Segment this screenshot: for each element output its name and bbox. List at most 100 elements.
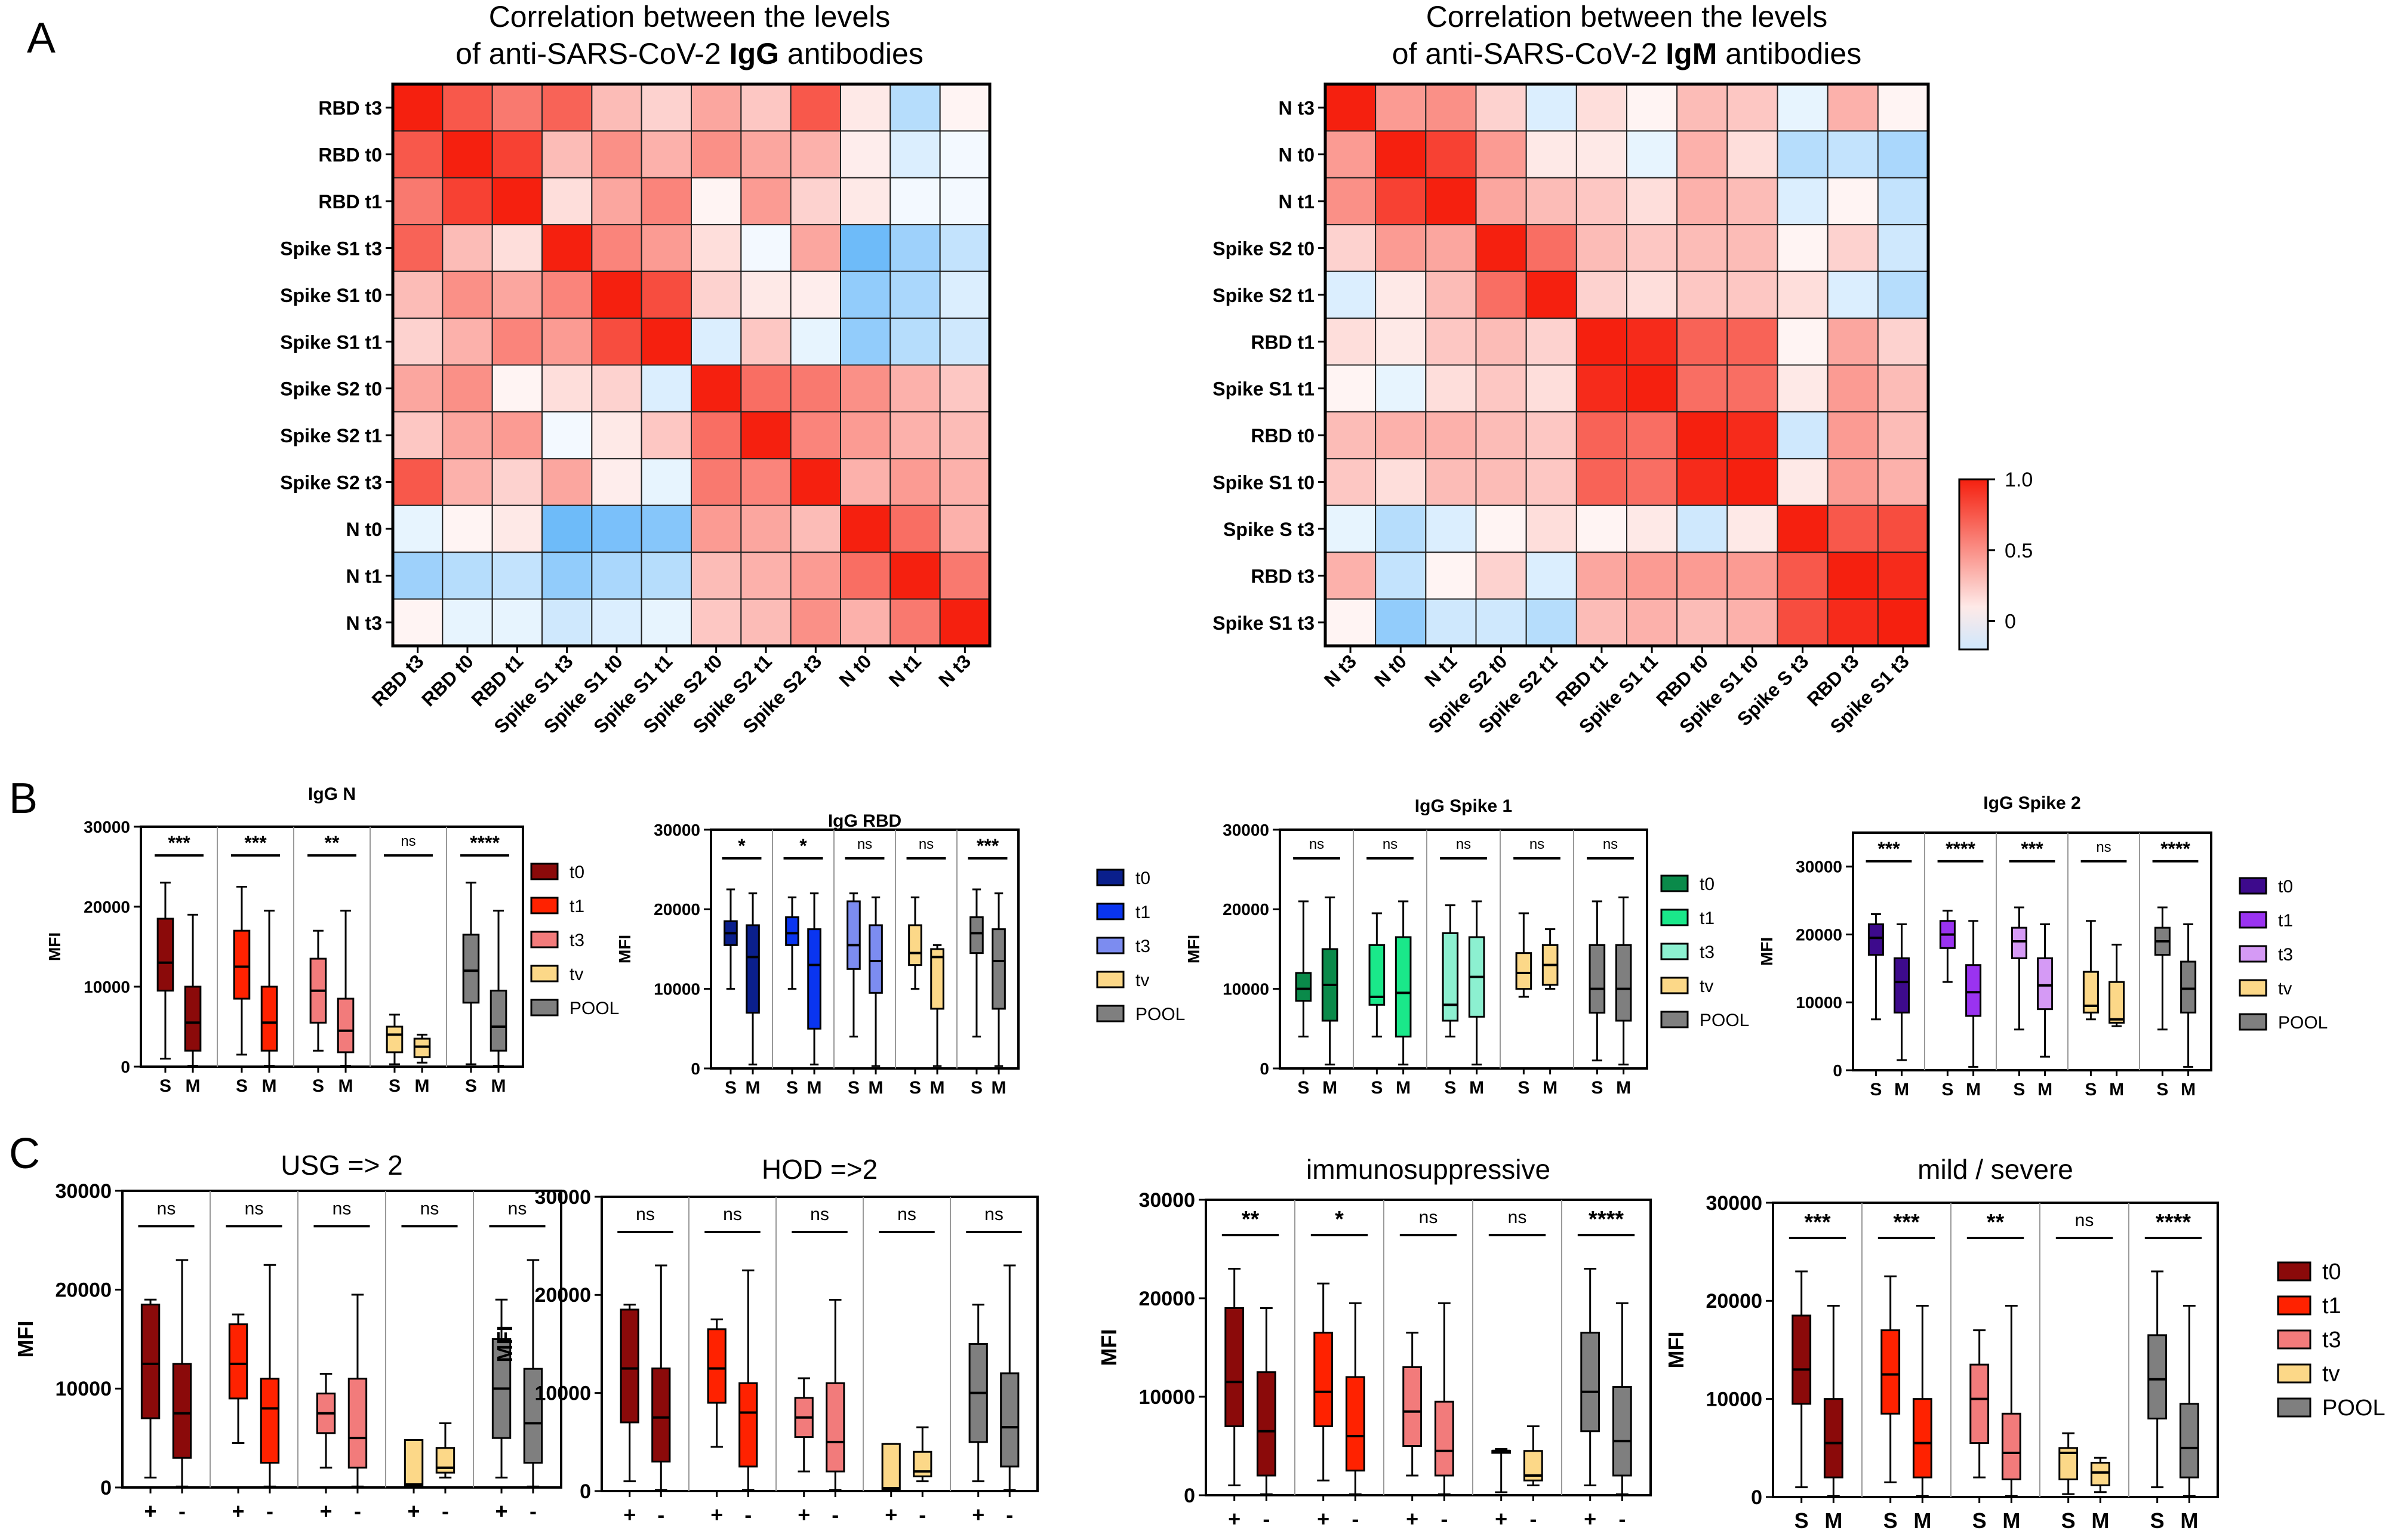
heatmap-cell [541, 504, 593, 553]
heatmap-cell [1877, 411, 1929, 460]
box-iqr [404, 1439, 424, 1487]
heatmap-cell [1777, 552, 1829, 600]
boxplot-xtick-label: + [1317, 1507, 1329, 1531]
heatmap-cell [1375, 364, 1427, 412]
heatmap-cell [1475, 598, 1527, 646]
heatmap-cell [491, 177, 543, 226]
heatmap-cell [1425, 458, 1477, 506]
boxplot-frame [1205, 1199, 1652, 1496]
heatmap-cell [691, 224, 742, 272]
heatmap-cell [840, 552, 891, 600]
heatmap-cell [740, 318, 792, 366]
heatmap-A2: Correlation between the levels of anti-SA… [1212, 0, 2033, 738]
heatmap-cell [1777, 130, 1829, 178]
boxplot-ytick-label: 0 [100, 1477, 112, 1499]
box-iqr [1615, 944, 1632, 1022]
heatmap-cell [1827, 504, 1879, 553]
boxplot-ytick-label: 0 [1751, 1486, 1762, 1509]
heatmap-cell [392, 84, 444, 132]
heatmap-cell [740, 177, 792, 226]
box-iqr [184, 985, 202, 1052]
heatmap-cell [1425, 598, 1477, 646]
boxplot-ylabel: MFI [493, 1326, 517, 1363]
heatmap-cell [840, 504, 891, 553]
legend-swatch [530, 965, 559, 982]
heatmap-cell [1375, 84, 1427, 132]
legend-label: tv [1700, 977, 1713, 996]
heatmap-cell [1575, 552, 1627, 600]
legend-swatch [1660, 1011, 1689, 1028]
boxplot-xtick-label: S [971, 1078, 983, 1098]
heatmap-cell [939, 552, 990, 600]
box-iqr [156, 917, 174, 992]
legend-swatch [1096, 868, 1125, 886]
boxplot-ylabel: MFI [1664, 1332, 1688, 1369]
boxplot-ytick-label: 30000 [84, 818, 130, 836]
significance-label: ns [857, 836, 872, 852]
heatmap-cell [1525, 177, 1577, 226]
box-iqr [462, 934, 480, 1004]
panel-label-a: A [27, 14, 56, 62]
heatmap-row-label: Spike S2 t3 [280, 472, 382, 494]
heatmap-cell [641, 504, 692, 553]
heatmap-cell [1777, 177, 1829, 226]
box-iqr [1965, 964, 1982, 1017]
heatmap-cell [641, 411, 692, 460]
heatmap-cell [1626, 224, 1678, 272]
significance-label: ns [1603, 836, 1618, 852]
boxplot-xtick-label: - [266, 1499, 273, 1523]
heatmap-cell [790, 552, 841, 600]
boxplot-xtick-label: M [1469, 1078, 1484, 1098]
heatmap-cell [1425, 552, 1477, 600]
box-iqr [807, 928, 821, 1030]
heatmap-cell [1525, 224, 1577, 272]
heatmap-cell [392, 552, 444, 600]
boxplot-ytick-label: 30000 [1796, 858, 1842, 876]
box-iqr [172, 1363, 192, 1459]
boxplot-xtick-label: M [186, 1076, 201, 1096]
legend-swatch [2277, 1397, 2311, 1418]
heatmap-cell [1626, 318, 1678, 366]
significance-label: ns [245, 1199, 264, 1218]
heatmap-cell [1626, 458, 1678, 506]
box-iqr [347, 1378, 368, 1469]
box-iqr [1523, 1450, 1543, 1482]
heatmap-cell [1877, 177, 1929, 226]
significance-label: * [799, 835, 807, 857]
heatmap-cell [392, 364, 444, 412]
heatmap-cell [442, 504, 493, 553]
heatmap-cell [1626, 552, 1678, 600]
heatmap-cell [740, 130, 792, 178]
heatmap-cell [1375, 130, 1427, 178]
heatmap-cell [1325, 130, 1377, 178]
heatmap-cell [1375, 270, 1427, 319]
heatmap-cell [491, 130, 543, 178]
legend-swatch [530, 931, 559, 948]
heatmap-cell [840, 270, 891, 319]
legend-label: tv [1135, 971, 1149, 990]
boxplot-xtick-label: S [159, 1076, 171, 1096]
heatmap-cell [939, 364, 990, 412]
boxplot-xtick-label: + [710, 1502, 723, 1527]
heatmap-row-label: N t1 [346, 565, 382, 587]
boxplot-xtick-label: S [2156, 1080, 2168, 1099]
box-iqr [1000, 1372, 1020, 1468]
heatmap-cell [1626, 130, 1678, 178]
heatmap-cell [541, 598, 593, 646]
legend-label: t1 [1135, 903, 1150, 922]
heatmap-cell [1575, 598, 1627, 646]
boxplot-xtick-label: - [919, 1502, 926, 1527]
heatmap-cell [392, 318, 444, 366]
box-iqr [2180, 960, 2197, 1014]
heatmap-cell [1325, 504, 1377, 553]
heatmap-cell [591, 130, 642, 178]
boxplot-ytick-label: 20000 [1223, 900, 1269, 919]
significance-label: ** [1987, 1210, 2005, 1235]
significance-label: ns [2096, 839, 2111, 855]
boxplot-xtick-label: S [236, 1076, 248, 1096]
heatmap-cell [392, 598, 444, 646]
heatmap-cell [1375, 504, 1427, 553]
heatmap-cell [491, 598, 543, 646]
